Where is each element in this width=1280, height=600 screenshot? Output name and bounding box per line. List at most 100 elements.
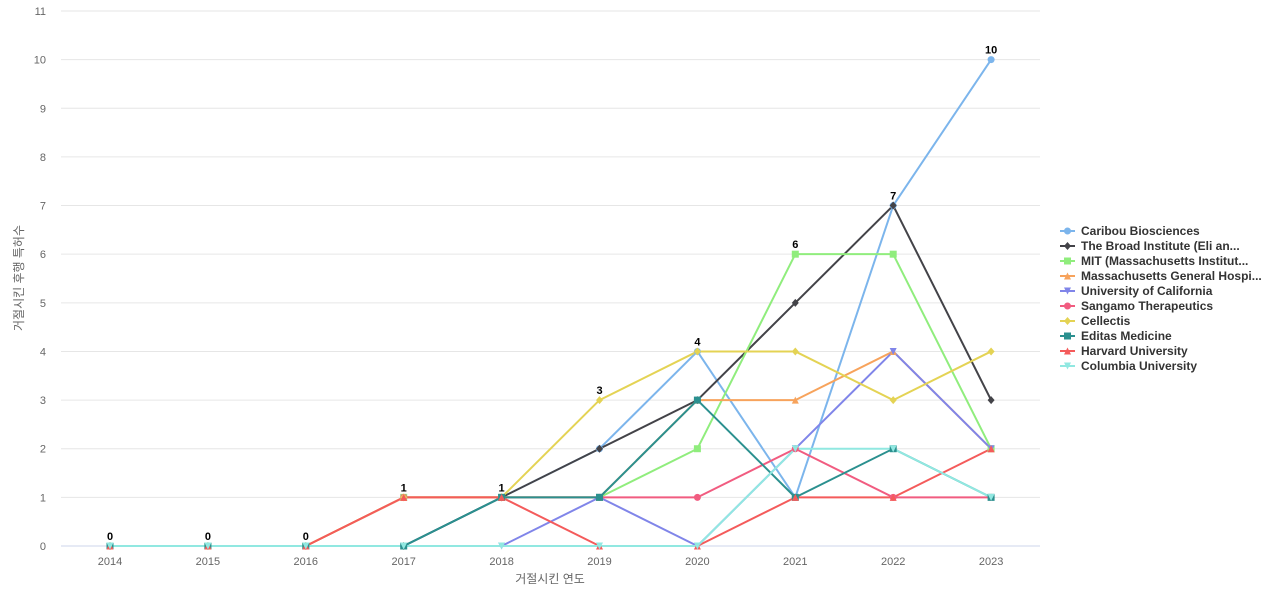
data-label: 4 <box>694 336 701 348</box>
series-point <box>791 250 799 258</box>
legend-item: Harvard University <box>1060 344 1188 358</box>
series-point <box>791 445 799 453</box>
y-tick-label: 2 <box>40 444 46 456</box>
series-point <box>693 396 701 404</box>
legend-label: The Broad Institute (Eli an... <box>1081 239 1240 253</box>
data-label: 1 <box>499 482 505 494</box>
data-label: 0 <box>107 531 113 543</box>
data-label: 0 <box>205 531 211 543</box>
legend-item: University of California <box>1060 284 1213 298</box>
legend-label: Columbia University <box>1081 359 1197 373</box>
series-point <box>400 493 408 501</box>
x-tick-label: 2021 <box>783 556 807 568</box>
series-point <box>889 250 897 258</box>
legend-item: Cellectis <box>1060 314 1131 328</box>
series-lines <box>109 58 993 547</box>
data-labels: 0 0 0 1 1 3 4 6 7 10 <box>107 45 997 543</box>
series-point <box>596 493 603 501</box>
legend-item: The Broad Institute (Eli an... <box>1060 239 1240 253</box>
y-tick-label: 5 <box>40 298 46 310</box>
series-point <box>791 347 799 356</box>
legend-item: Editas Medicine <box>1060 329 1172 343</box>
legend-marker <box>1064 242 1071 250</box>
series-point <box>889 201 897 210</box>
series-point <box>791 396 799 404</box>
series-point <box>596 444 603 453</box>
series-point <box>596 396 603 405</box>
legend-marker <box>1064 362 1071 370</box>
legend-marker <box>1064 347 1071 355</box>
series-point <box>987 56 995 64</box>
series-point <box>693 542 701 550</box>
series-point <box>889 445 897 453</box>
legend-item: Sangamo Therapeutics <box>1060 299 1213 313</box>
series-point <box>791 298 799 307</box>
series-point <box>889 396 897 405</box>
y-tick-label: 9 <box>40 103 46 115</box>
series-line <box>109 204 993 547</box>
y-tick-label: 4 <box>40 346 46 358</box>
data-label: 6 <box>792 239 798 251</box>
y-tick-label: 10 <box>34 55 46 67</box>
series-markers <box>106 56 995 550</box>
legend-marker <box>1064 317 1071 325</box>
series-point <box>791 493 799 501</box>
x-tick-label: 2020 <box>685 556 709 568</box>
x-tick-label: 2014 <box>98 556 122 568</box>
y-tick-label: 3 <box>40 395 46 407</box>
y-axis-ticks: 0 1 2 3 4 5 6 7 8 9 10 11 <box>34 6 46 553</box>
y-tick-label: 8 <box>40 152 46 164</box>
series-point <box>889 347 897 355</box>
x-tick-label: 2019 <box>587 556 611 568</box>
x-tick-label: 2017 <box>391 556 415 568</box>
x-tick-label: 2023 <box>979 556 1003 568</box>
x-axis-ticks: 2014 2015 2016 2017 2018 2019 2020 2021 2022 2023 <box>98 556 1004 568</box>
series-point <box>204 542 212 550</box>
series-point <box>596 542 603 550</box>
legend-marker <box>1064 302 1071 310</box>
y-tick-label: 11 <box>35 6 46 18</box>
legend-item: Columbia University <box>1060 359 1197 373</box>
x-tick-label: 2015 <box>196 556 220 568</box>
legend-marker <box>1064 257 1071 265</box>
legend-marker <box>1064 227 1071 235</box>
legend-marker <box>1064 332 1071 340</box>
x-axis-title: 거절시킨 연도 <box>515 572 585 586</box>
legend-item: MIT (Massachusetts Institut... <box>1060 254 1248 268</box>
series-point <box>987 347 995 356</box>
series-point <box>498 542 506 550</box>
y-tick-label: 6 <box>40 249 46 261</box>
series-line <box>109 447 993 547</box>
y-axis-title: 거절시킨 후행 특허수 <box>11 225 26 331</box>
x-tick-label: 2016 <box>294 556 318 568</box>
series-point <box>400 542 408 550</box>
series-point <box>889 493 897 501</box>
legend-label: Harvard University <box>1081 344 1188 358</box>
data-label: 0 <box>303 531 309 543</box>
data-label: 3 <box>596 385 602 397</box>
series-point <box>987 493 995 501</box>
series-point <box>693 445 701 453</box>
grid-lines <box>61 10 1040 547</box>
x-tick-label: 2022 <box>881 556 905 568</box>
legend-label: Massachusetts General Hospi... <box>1081 269 1262 283</box>
data-label: 7 <box>890 191 896 203</box>
legend-label: Cellectis <box>1081 314 1131 328</box>
data-label: 1 <box>401 482 407 494</box>
legend-marker <box>1064 272 1071 280</box>
legend-label: Sangamo Therapeutics <box>1081 299 1213 313</box>
legend-label: MIT (Massachusetts Institut... <box>1081 254 1248 268</box>
series-point <box>106 542 114 550</box>
legend-label: Editas Medicine <box>1081 329 1172 343</box>
y-tick-label: 0 <box>40 541 46 553</box>
legend-marker <box>1064 287 1071 295</box>
legend-label: University of California <box>1081 284 1213 298</box>
legend-label: Caribou Biosciences <box>1081 224 1200 238</box>
data-label: 10 <box>985 45 997 57</box>
series-point <box>987 396 995 405</box>
legend-item: Massachusetts General Hospi... <box>1060 269 1262 283</box>
series-point <box>693 493 701 501</box>
series-point <box>987 445 995 453</box>
